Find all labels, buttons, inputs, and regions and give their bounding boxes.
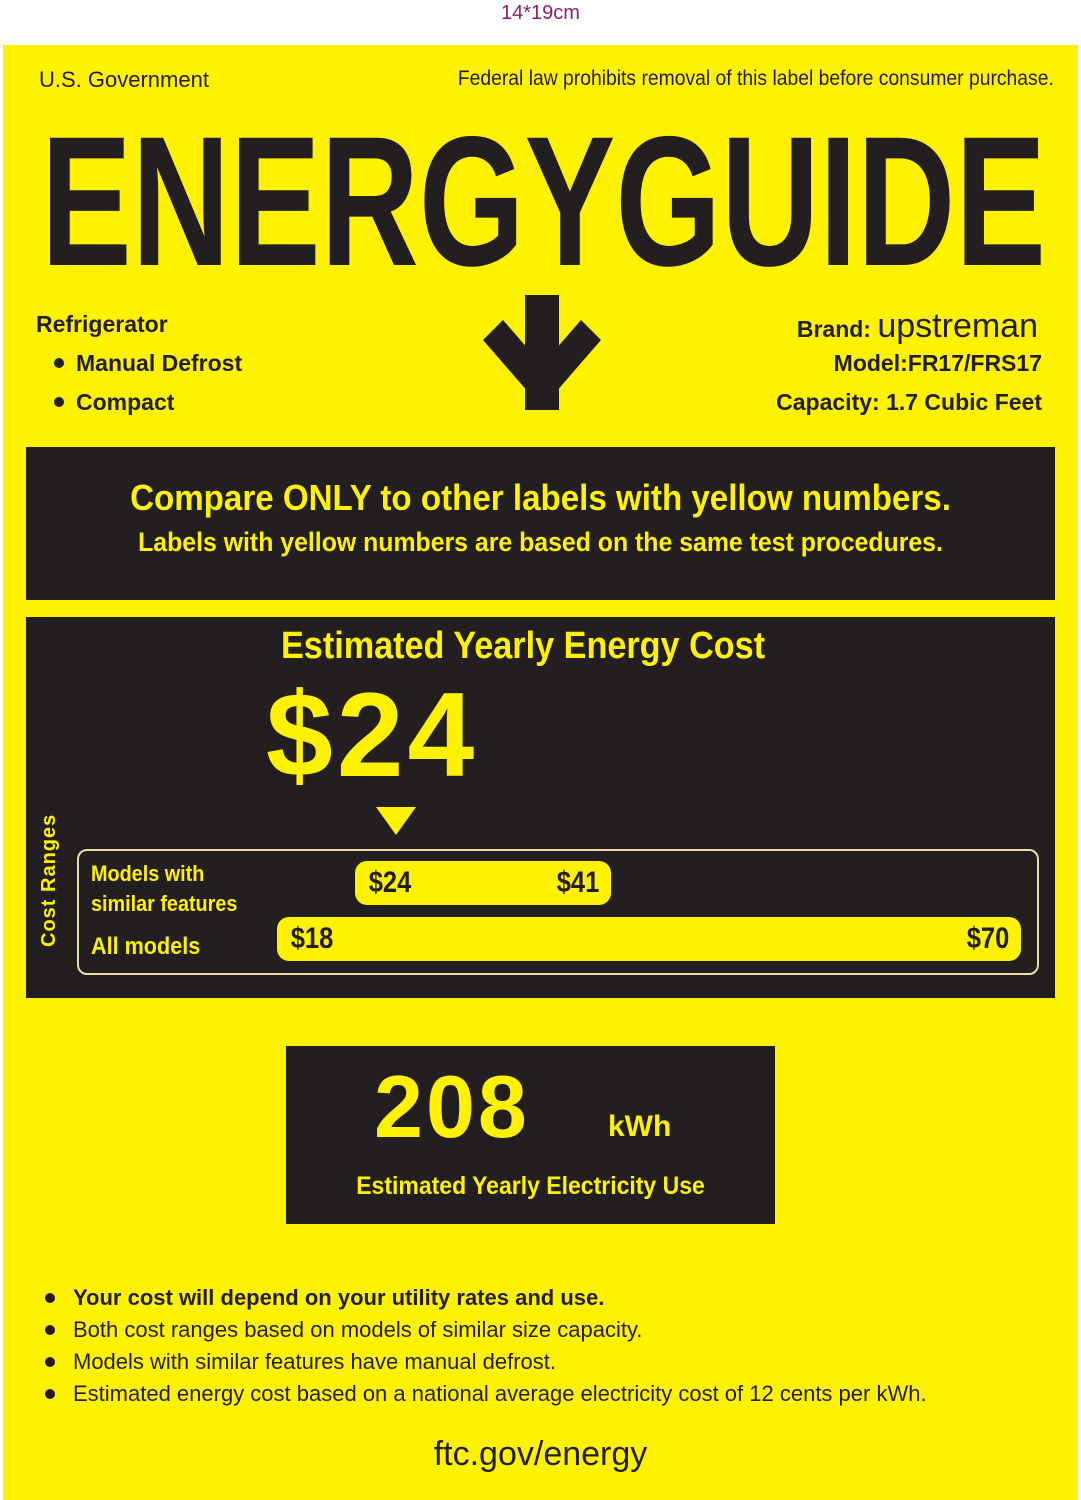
note-1: Your cost will depend on your utility ra… xyxy=(45,1285,605,1311)
similar-range-bar: $24 $41 xyxy=(355,861,611,905)
energyguide-title: ENERGYGUIDE xyxy=(41,125,1046,305)
similar-models-label-line-2: similar features xyxy=(91,891,238,916)
feature-label: Manual Defrost xyxy=(76,350,243,376)
all-max: $70 xyxy=(966,922,1010,955)
bullet-icon xyxy=(45,1389,55,1399)
note-text: Estimated energy cost based on a nationa… xyxy=(73,1381,927,1406)
capacity: Capacity: 1.7 Cubic Feet xyxy=(776,389,1042,415)
all-min: $18 xyxy=(290,922,334,955)
similar-max: $41 xyxy=(556,866,600,899)
kwh-value: 208 xyxy=(374,1057,530,1156)
brand-label: Brand: xyxy=(796,316,871,342)
note-3: Models with similar features have manual… xyxy=(45,1349,556,1375)
feature-manual-defrost: Manual Defrost xyxy=(54,350,243,377)
cost-ranges-label: Cost Ranges xyxy=(38,813,60,947)
energyguide-logo: ENERGYGUIDE xyxy=(41,125,1046,410)
size-note: 14*19cm xyxy=(501,2,580,24)
all-range-bar: $18 $70 xyxy=(277,917,1021,961)
cost-ranges-box: Models with similar features All models $… xyxy=(77,849,1039,975)
electricity-box: 208 kWh Estimated Yearly Electricity Use xyxy=(286,1046,775,1224)
energy-guide-label: U.S. Government Federal law prohibits re… xyxy=(3,45,1078,1500)
brand-logo: upstreman xyxy=(877,307,1038,345)
bullet-icon xyxy=(45,1293,55,1303)
note-text: Both cost ranges based on models of simi… xyxy=(73,1317,643,1342)
electricity-label: Estimated Yearly Electricity Use xyxy=(356,1172,705,1200)
bullet-icon xyxy=(54,397,64,407)
note-text: Your cost will depend on your utility ra… xyxy=(73,1285,605,1310)
all-models-label: All models xyxy=(91,933,201,960)
similar-models-label: Models with similar features xyxy=(91,859,237,919)
brand: Brand: upstreman xyxy=(797,307,1038,346)
kwh-unit: kWh xyxy=(608,1110,672,1143)
bullet-icon xyxy=(45,1357,55,1367)
federal-law-notice: Federal law prohibits removal of this la… xyxy=(457,67,1054,90)
similar-models-label-line-1: Models with xyxy=(91,861,205,886)
down-arrow-icon xyxy=(483,295,601,410)
ftc-link[interactable]: ftc.gov/energy xyxy=(433,1435,648,1473)
note-text: Models with similar features have manual… xyxy=(73,1349,556,1374)
cost-title: Estimated Yearly Energy Cost xyxy=(281,625,766,667)
appliance-type: Refrigerator xyxy=(36,311,168,337)
cost-value: $24 xyxy=(266,668,479,802)
cost-box: Estimated Yearly Energy Cost $24 Cost Ra… xyxy=(26,617,1055,998)
model: Model:FR17/FRS17 xyxy=(833,350,1042,376)
pointer-triangle-icon xyxy=(376,807,416,835)
note-2: Both cost ranges based on models of simi… xyxy=(45,1317,643,1343)
feature-label: Compact xyxy=(76,389,175,415)
us-government-text: U.S. Government xyxy=(39,67,209,92)
compare-line-2: Labels with yellow numbers are based on … xyxy=(138,527,943,557)
bullet-icon xyxy=(54,358,64,368)
compare-box: Compare ONLY to other labels with yellow… xyxy=(26,447,1055,600)
note-4: Estimated energy cost based on a nationa… xyxy=(45,1381,927,1407)
similar-min: $24 xyxy=(368,866,412,899)
bullet-icon xyxy=(45,1325,55,1335)
compare-line-1: Compare ONLY to other labels with yellow… xyxy=(130,477,951,518)
feature-compact: Compact xyxy=(54,389,175,416)
